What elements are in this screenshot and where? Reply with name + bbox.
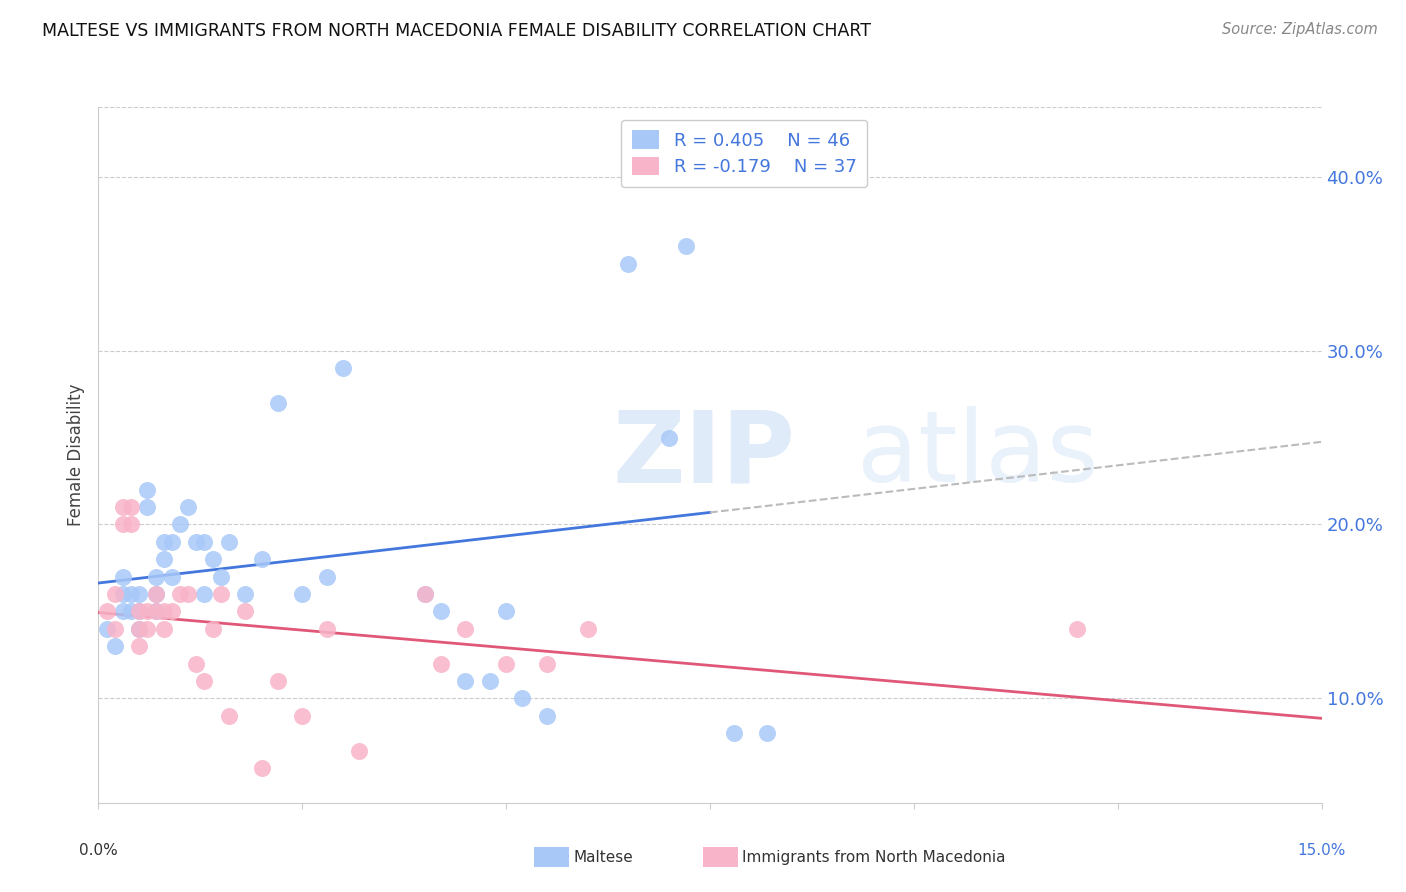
Point [193, 674, 215, 689]
Point [315, 622, 337, 636]
Point [104, 622, 127, 636]
Point [291, 708, 314, 723]
Point [145, 605, 167, 619]
Point [186, 534, 208, 549]
Point [209, 570, 232, 584]
Point [152, 622, 174, 636]
Point [128, 622, 150, 636]
Point [152, 605, 174, 619]
Point [332, 361, 354, 376]
Point [413, 587, 436, 601]
Text: MALTESE VS IMMIGRANTS FROM NORTH MACEDONIA FEMALE DISABILITY CORRELATION CHART: MALTESE VS IMMIGRANTS FROM NORTH MACEDON… [42, 22, 872, 40]
Point [128, 605, 150, 619]
Point [152, 552, 174, 566]
Point [145, 605, 167, 619]
Point [233, 587, 256, 601]
Point [128, 587, 150, 601]
Point [128, 622, 150, 636]
Point [233, 605, 256, 619]
Text: Maltese: Maltese [574, 850, 633, 864]
Point [576, 622, 599, 636]
Point [267, 674, 290, 689]
Point [177, 500, 200, 514]
Point [169, 517, 191, 532]
Point [136, 500, 159, 514]
Point [413, 587, 436, 601]
Point [536, 657, 558, 671]
Legend: R = 0.405    N = 46, R = -0.179    N = 37: R = 0.405 N = 46, R = -0.179 N = 37 [621, 120, 868, 187]
Point [675, 239, 697, 253]
Point [495, 657, 517, 671]
Point [349, 744, 371, 758]
Point [96, 622, 118, 636]
Point [193, 534, 215, 549]
Point [430, 605, 453, 619]
Point [512, 691, 534, 706]
Point [136, 483, 159, 497]
Point [111, 517, 134, 532]
Point [120, 517, 142, 532]
Point [104, 587, 127, 601]
Point [111, 570, 134, 584]
Point [291, 587, 314, 601]
Point [177, 587, 200, 601]
Point [169, 587, 191, 601]
Point [111, 587, 134, 601]
Point [250, 761, 273, 775]
Point [267, 395, 290, 409]
Text: 15.0%: 15.0% [1298, 843, 1346, 858]
Point [723, 726, 745, 740]
Point [120, 587, 142, 601]
Point [454, 622, 477, 636]
Point [111, 605, 134, 619]
Point [145, 587, 167, 601]
Point [145, 570, 167, 584]
Point [315, 570, 337, 584]
Point [104, 639, 127, 653]
Point [478, 674, 501, 689]
Point [209, 587, 232, 601]
Point [160, 534, 183, 549]
Text: Immigrants from North Macedonia: Immigrants from North Macedonia [742, 850, 1005, 864]
Point [536, 708, 558, 723]
Point [128, 605, 150, 619]
Text: 0.0%: 0.0% [79, 843, 118, 858]
Point [136, 605, 159, 619]
Text: atlas: atlas [856, 407, 1098, 503]
Point [430, 657, 453, 671]
Point [152, 534, 174, 549]
Point [193, 587, 215, 601]
Point [250, 552, 273, 566]
Point [160, 570, 183, 584]
Point [111, 500, 134, 514]
Point [120, 605, 142, 619]
Point [454, 674, 477, 689]
Point [617, 257, 640, 271]
Point [658, 430, 681, 444]
Point [145, 587, 167, 601]
Point [201, 552, 224, 566]
Point [218, 708, 240, 723]
Point [96, 605, 118, 619]
Point [699, 169, 721, 184]
Point [120, 500, 142, 514]
Point [201, 622, 224, 636]
Point [186, 657, 208, 671]
Point [136, 622, 159, 636]
Y-axis label: Female Disability: Female Disability [67, 384, 86, 526]
Point [218, 534, 240, 549]
Point [756, 726, 779, 740]
Text: Source: ZipAtlas.com: Source: ZipAtlas.com [1222, 22, 1378, 37]
Point [1066, 622, 1088, 636]
Point [495, 605, 517, 619]
Text: ZIP: ZIP [612, 407, 794, 503]
Point [128, 639, 150, 653]
Point [160, 605, 183, 619]
